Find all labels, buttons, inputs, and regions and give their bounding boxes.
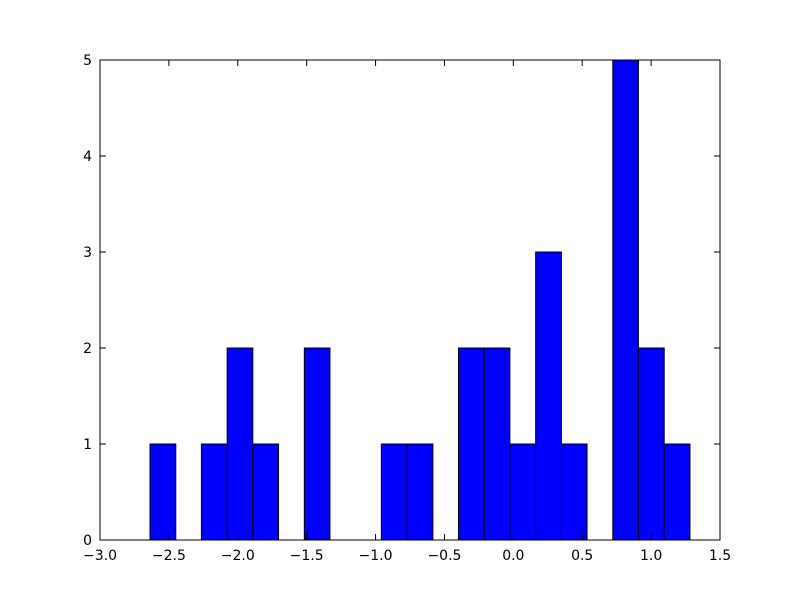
bar: [509, 443, 537, 541]
bar: [483, 347, 511, 541]
x-tick-label: −3.0: [83, 548, 117, 564]
x-tick-label: −1.0: [359, 548, 393, 564]
x-tick-label: −2.0: [221, 548, 255, 564]
bar: [226, 347, 254, 541]
bar: [380, 443, 408, 541]
x-tick-label: 1.0: [640, 548, 662, 564]
x-tick-label: 0.0: [502, 548, 524, 564]
x-tick-label: 1.5: [709, 548, 731, 564]
bar: [457, 347, 485, 541]
bar: [303, 347, 331, 541]
bar: [149, 443, 177, 541]
bar: [612, 59, 639, 541]
x-tick-label: 0.5: [571, 548, 593, 564]
y-tick-label: 3: [83, 245, 92, 261]
bar: [535, 251, 562, 541]
plot-frame: [99, 59, 721, 541]
bar: [252, 443, 280, 541]
y-tick-label: 4: [83, 149, 92, 165]
y-tick-label: 1: [83, 437, 92, 453]
x-tick-label: −0.5: [427, 548, 461, 564]
y-tick-label: 5: [83, 53, 92, 69]
bar: [200, 443, 228, 541]
bar: [663, 443, 691, 541]
x-tick-label: −2.5: [152, 548, 186, 564]
bar: [637, 347, 665, 541]
y-tick-label: 2: [83, 341, 92, 357]
bar: [406, 443, 434, 541]
y-tick-label: 0: [83, 533, 92, 549]
x-tick-label: −1.5: [290, 548, 324, 564]
bar: [560, 443, 588, 541]
